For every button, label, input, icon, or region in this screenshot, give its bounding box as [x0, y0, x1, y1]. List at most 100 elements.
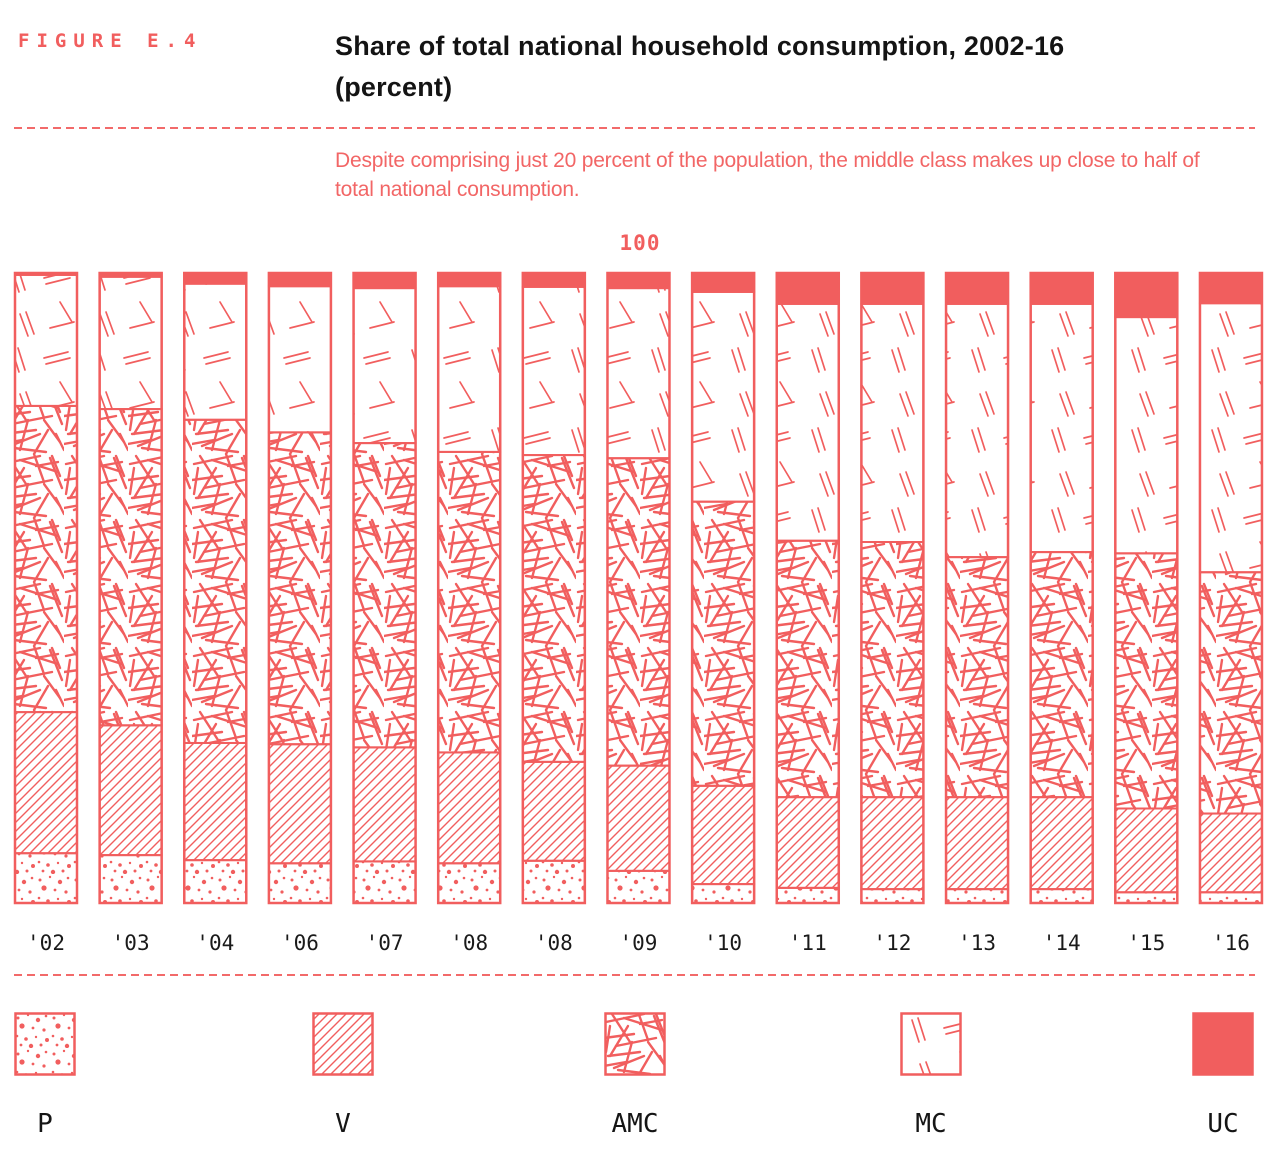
bar-segment-v-08: [521, 760, 586, 862]
x-tick-label: '09: [620, 931, 658, 955]
x-tick-label: '12: [873, 931, 911, 955]
bar-segment-mc-15: [1114, 316, 1179, 555]
bar-segment-v-13: [945, 796, 1010, 891]
bar-segment-p-06: [267, 862, 332, 904]
bar-segment-mc-03: [98, 275, 163, 411]
x-tick-label: '16: [1212, 931, 1250, 955]
legend: P V AMC MC UC: [0, 1012, 1269, 1142]
bar-outline: [436, 271, 502, 905]
bar-segment-amc-08: [521, 454, 586, 763]
legend-swatch-fill: [900, 1012, 962, 1076]
bar-segment-mc-07: [352, 287, 417, 445]
bar-segment-p-04: [183, 859, 248, 904]
bar-segment-p-07: [352, 860, 417, 904]
bar-outline: [183, 271, 248, 905]
bar-segment-v-07: [352, 746, 417, 863]
legend-item-uc: UC: [1173, 1012, 1269, 1139]
x-tick-label: '02: [27, 931, 65, 955]
bar-outline: [860, 271, 925, 905]
bar-segment-v-15: [1114, 807, 1179, 894]
bar-segment-mc-04: [183, 282, 248, 421]
bar-segment-p-08: [521, 859, 586, 904]
legend-item-p: P: [0, 1012, 95, 1139]
bar-segment-p-09: [606, 869, 671, 904]
legend-item-mc: MC: [881, 1012, 981, 1139]
bar-segment-amc-07: [352, 442, 417, 749]
bar-segment-v-12: [860, 796, 925, 891]
legend-item-amc: AMC: [585, 1012, 685, 1139]
bar-segment-p-16: [1198, 891, 1263, 904]
x-tick-label: '14: [1043, 931, 1081, 955]
bar-outline: [1198, 271, 1264, 905]
bar-segment-uc-16: [1198, 272, 1263, 305]
bar-segment-uc-08: [437, 272, 502, 288]
bar-outline: [1029, 271, 1094, 905]
bar-segment-uc-14: [1029, 272, 1094, 305]
bar-segment-amc-16: [1198, 571, 1263, 815]
bar-outline: [13, 271, 79, 905]
chart-title: Share of total national household consum…: [335, 31, 1065, 102]
bar-segment-uc-12: [860, 272, 925, 305]
legend-label: AMC: [611, 1109, 659, 1139]
x-tick-label: '04: [196, 931, 234, 955]
bar-chart: '02 '03 '04 '06 '07 '08 '08 '09 '10 '11 '12 '13 '14 '…: [13, 271, 1264, 955]
bar-outline: [267, 271, 333, 905]
legend-label: P: [37, 1109, 53, 1139]
bar-segment-v-02: [14, 711, 78, 855]
bar-segment-mc-10: [691, 290, 756, 503]
bar-segment-amc-15: [1114, 552, 1179, 810]
bar-segment-amc-04: [183, 418, 248, 744]
legend-label: MC: [915, 1109, 947, 1139]
dashed-divider-top: [14, 127, 1255, 129]
legend-item-v: V: [293, 1012, 393, 1139]
bar-segment-amc-09: [606, 457, 671, 767]
bar-segment-p-08: [437, 862, 502, 904]
bar-segment-amc-03: [98, 408, 163, 727]
legend-swatch-sparse-icon: [900, 1012, 962, 1076]
bar-segment-mc-16: [1198, 302, 1263, 574]
bar-segment-mc-08: [521, 285, 586, 457]
bar-segment-p-03: [98, 854, 163, 904]
bar-segment-amc-06: [267, 431, 332, 746]
bar-segment-mc-02: [14, 273, 78, 407]
bar-segment-v-09: [606, 764, 671, 872]
legend-swatch-diagonal-icon: [312, 1012, 374, 1076]
figure-label: FIGURE E.4: [18, 30, 203, 52]
y-axis-100-label: 100: [619, 231, 661, 255]
x-tick-label: '11: [789, 931, 827, 955]
bar-outline: [521, 271, 587, 905]
bar-segment-uc-07: [352, 272, 417, 290]
bar-segment-v-14: [1029, 796, 1094, 891]
bar-segment-uc-06: [267, 272, 332, 288]
bar-segment-v-03: [98, 724, 163, 857]
bar-segment-v-04: [183, 741, 248, 862]
bar-segment-mc-06: [267, 285, 332, 434]
bar-segment-amc-11: [775, 539, 840, 799]
bar-segment-v-10: [691, 784, 756, 886]
legend-swatch-fill: [312, 1012, 374, 1076]
bar-outline: [775, 271, 841, 905]
bar-segment-uc-08: [521, 272, 586, 288]
bar-outline: [1114, 271, 1179, 905]
bar-segment-uc-10: [691, 272, 756, 293]
bar-segment-p-15: [1114, 891, 1179, 904]
bar-segment-uc-15: [1114, 272, 1179, 319]
bar-segment-p-13: [945, 888, 1010, 905]
legend-swatch-fill: [14, 1012, 76, 1076]
bar-outline: [944, 271, 1010, 905]
legend-swatch-crosshatch-icon: [604, 1012, 666, 1076]
bar-segment-mc-13: [945, 302, 1010, 559]
legend-label: UC: [1207, 1109, 1239, 1139]
bar-segment-mc-12: [860, 302, 925, 544]
x-tick-label: '13: [958, 931, 996, 955]
bar-segment-p-10: [691, 883, 756, 904]
bar-segment-amc-14: [1029, 551, 1094, 799]
legend-label: V: [335, 1109, 351, 1139]
bar-segment-mc-09: [606, 287, 671, 460]
legend-swatch-fill: [1192, 1012, 1254, 1076]
bar-segment-amc-02: [14, 404, 78, 714]
bar-segment-p-11: [775, 886, 840, 905]
chart-subtitle: Despite comprising just 20 percent of th…: [335, 149, 1200, 201]
bar-segment-p-02: [14, 852, 78, 904]
bar-segment-mc-14: [1029, 302, 1094, 554]
